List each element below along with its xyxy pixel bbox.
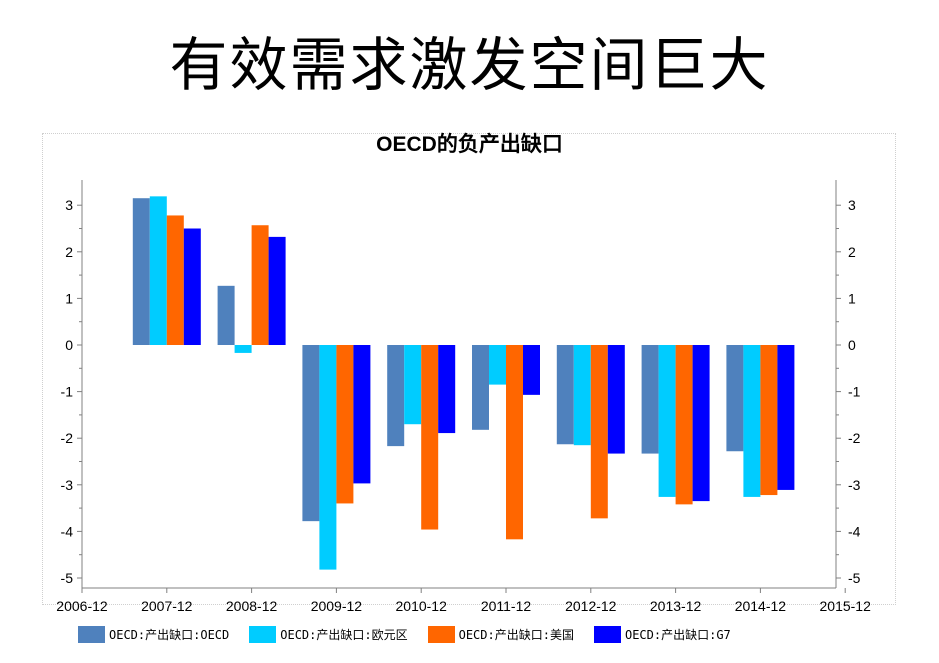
y-tick-label-right: 1 bbox=[848, 290, 856, 306]
bar-2011-12-series-2 bbox=[506, 345, 523, 540]
bar-2008-12-series-1 bbox=[234, 345, 252, 353]
bar-2007-12-series-1 bbox=[149, 196, 167, 345]
legend-swatch bbox=[78, 625, 105, 643]
x-tick-label: 2008-12 bbox=[226, 598, 278, 614]
y-tick-label-right: -2 bbox=[848, 430, 861, 446]
bar-2008-12-series-3 bbox=[268, 236, 286, 345]
legend-swatch bbox=[249, 625, 277, 643]
bar-2014-12-series-0 bbox=[726, 345, 744, 452]
bar-2013-12-series-3 bbox=[692, 345, 710, 502]
y-tick-label-left: 1 bbox=[65, 290, 73, 306]
bar-2011-12-series-3 bbox=[523, 345, 540, 395]
y-tick-label-left: -5 bbox=[61, 570, 74, 586]
bar-2014-12-series-3 bbox=[777, 345, 795, 490]
y-tick-label-right: 3 bbox=[848, 197, 856, 213]
y-tick-label-left: 2 bbox=[65, 244, 73, 260]
legend-item: OECD:产出缺口:G7 bbox=[593, 625, 731, 643]
y-tick-label-left: 3 bbox=[65, 197, 73, 213]
bar-2009-12-series-2 bbox=[336, 345, 354, 504]
bar-2012-12-series-2 bbox=[590, 345, 608, 519]
y-tick-label-left: -4 bbox=[61, 523, 74, 539]
bar-2011-12-series-0 bbox=[472, 345, 489, 430]
bar-2009-12-series-0 bbox=[302, 345, 320, 522]
bar-2012-12-series-3 bbox=[607, 345, 625, 454]
y-tick-label-left: -2 bbox=[61, 430, 74, 446]
bar-2013-12-series-0 bbox=[641, 345, 659, 454]
x-tick-label: 2007-12 bbox=[141, 598, 193, 614]
x-tick-label: 2013-12 bbox=[650, 598, 702, 614]
y-tick-label-left: 0 bbox=[65, 337, 73, 353]
bar-2012-12-series-0 bbox=[556, 345, 574, 445]
bar-2014-12-series-2 bbox=[760, 345, 778, 496]
chart-panel bbox=[42, 133, 896, 605]
bar-2014-12-series-1 bbox=[743, 345, 761, 497]
y-tick-label-right: 2 bbox=[848, 244, 856, 260]
chart-title: OECD的负产出缺口 bbox=[376, 133, 563, 156]
y-tick-label-right: 0 bbox=[848, 337, 856, 353]
legend-item: OECD:产出缺口:欧元区 bbox=[249, 625, 408, 643]
bar-2013-12-series-2 bbox=[675, 345, 693, 505]
legend-label: OECD:产出缺口:G7 bbox=[624, 627, 731, 642]
bar-2010-12-series-3 bbox=[438, 345, 456, 434]
chart-legend: OECD:产出缺口:OECD OECD:产出缺口:欧元区 OECD:产出缺口:美国 O… bbox=[78, 624, 751, 644]
bar-2009-12-series-3 bbox=[353, 345, 371, 484]
bar-2007-12-series-2 bbox=[166, 215, 184, 345]
bar-2011-12-series-1 bbox=[489, 345, 506, 385]
bar-2010-12-series-2 bbox=[421, 345, 439, 530]
bar-2009-12-series-1 bbox=[319, 345, 337, 570]
x-tick-label: 2010-12 bbox=[396, 598, 448, 614]
legend-item: OECD:产出缺口:OECD bbox=[78, 625, 230, 643]
slide-title: 有效需求激发空间巨大 bbox=[169, 31, 770, 99]
y-tick-label-left: -3 bbox=[61, 477, 74, 493]
y-tick-label-left: -1 bbox=[61, 384, 74, 400]
legend-item: OECD:产出缺口:美国 bbox=[427, 625, 574, 643]
x-tick-label: 2009-12 bbox=[311, 598, 363, 614]
bar-2013-12-series-1 bbox=[658, 345, 676, 497]
legend-label: OECD:产出缺口:美国 bbox=[458, 627, 574, 642]
x-tick-label: 2012-12 bbox=[565, 598, 617, 614]
y-tick-label-right: -3 bbox=[848, 477, 861, 493]
legend-label: OECD:产出缺口:欧元区 bbox=[280, 627, 408, 642]
bar-2007-12-series-0 bbox=[132, 198, 150, 345]
bar-2008-12-series-2 bbox=[251, 225, 269, 345]
x-tick-label: 2011-12 bbox=[481, 598, 532, 614]
legend-swatch bbox=[593, 625, 621, 643]
bar-2008-12-series-0 bbox=[217, 285, 235, 345]
legend-swatch bbox=[427, 625, 455, 643]
x-tick-label: 2006-12 bbox=[56, 598, 108, 614]
y-tick-label-right: -1 bbox=[848, 384, 861, 400]
y-tick-label-right: -5 bbox=[848, 570, 861, 586]
x-tick-label: 2014-12 bbox=[735, 598, 787, 614]
bar-2012-12-series-1 bbox=[573, 345, 591, 446]
bar-2010-12-series-0 bbox=[387, 345, 405, 447]
x-tick-label: 2015-12 bbox=[820, 598, 872, 614]
y-tick-label-right: -4 bbox=[848, 523, 861, 539]
bar-2010-12-series-1 bbox=[404, 345, 422, 425]
bar-2007-12-series-3 bbox=[183, 228, 201, 345]
legend-label: OECD:产出缺口:OECD bbox=[109, 627, 230, 642]
